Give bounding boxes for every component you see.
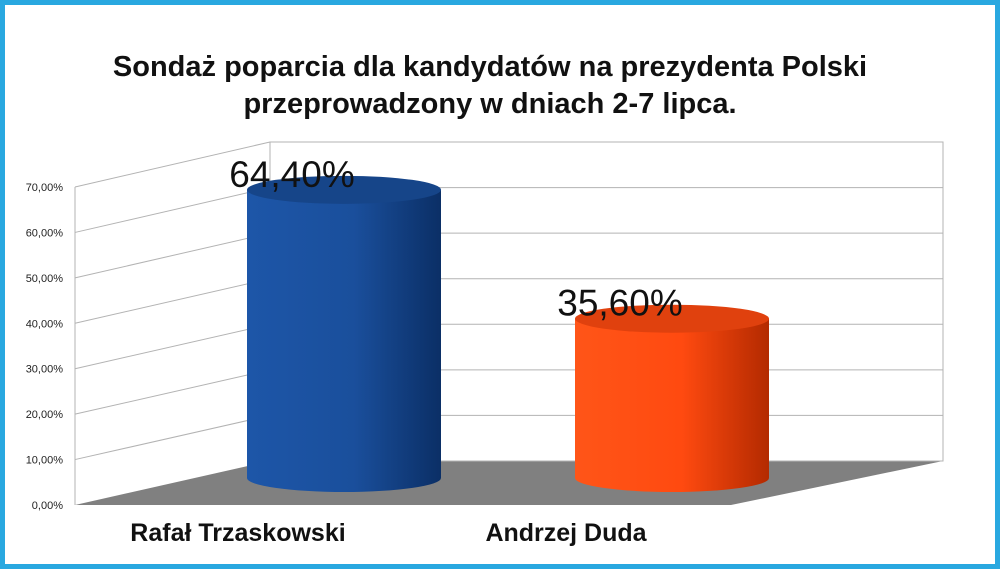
x-axis-labels: Rafał Trzaskowski Andrzej Duda bbox=[130, 519, 647, 547]
chart-title-line-1: Sondaż poparcia dla kandydatów na prezyd… bbox=[112, 51, 868, 83]
bar-top bbox=[247, 175, 441, 204]
bar-2 bbox=[575, 304, 769, 492]
bars bbox=[247, 175, 769, 492]
chart-floor bbox=[75, 461, 943, 505]
y-tick-label: 0,00% bbox=[32, 500, 63, 512]
y-tick-label: 60,00% bbox=[26, 227, 64, 239]
gridline bbox=[74, 414, 943, 461]
y-axis-ticks: 0,00% 10,00% 20,00% 30,00% 40,00% 50,00% 60,00… bbox=[26, 182, 64, 512]
data-labels: 64,40% 35,60% bbox=[229, 154, 683, 324]
x-tick-label: Andrzej Duda bbox=[485, 519, 647, 547]
bar-1 bbox=[247, 175, 441, 492]
gridline bbox=[74, 369, 943, 415]
gridline bbox=[74, 278, 943, 324]
gridline bbox=[74, 323, 943, 370]
chart-axes bbox=[74, 141, 944, 505]
y-tick-label: 50,00% bbox=[26, 273, 64, 285]
x-tick-label: Rafał Trzaskowski bbox=[130, 519, 345, 547]
gridline bbox=[74, 232, 943, 279]
gridline bbox=[74, 187, 943, 233]
data-label: 64,40% bbox=[229, 154, 355, 195]
chart-title-line-2: przeprowadzony w dniach 2-7 lipca. bbox=[243, 88, 737, 120]
bar-top bbox=[575, 304, 769, 333]
data-label: 35,60% bbox=[557, 283, 683, 324]
y-tick-label: 10,00% bbox=[26, 455, 64, 467]
chart-title: Sondaż poparcia dla kandydatów na prezyd… bbox=[5, 49, 975, 123]
bar-body bbox=[575, 318, 769, 492]
y-tick-label: 20,00% bbox=[26, 409, 64, 421]
y-tick-label: 40,00% bbox=[26, 318, 64, 330]
gridline bbox=[74, 141, 943, 188]
bar-top-shade bbox=[575, 304, 769, 333]
bar-top-shade bbox=[247, 175, 441, 204]
y-tick-label: 30,00% bbox=[26, 364, 64, 376]
y-tick-label: 70,00% bbox=[26, 182, 64, 194]
bar-body bbox=[247, 189, 441, 492]
